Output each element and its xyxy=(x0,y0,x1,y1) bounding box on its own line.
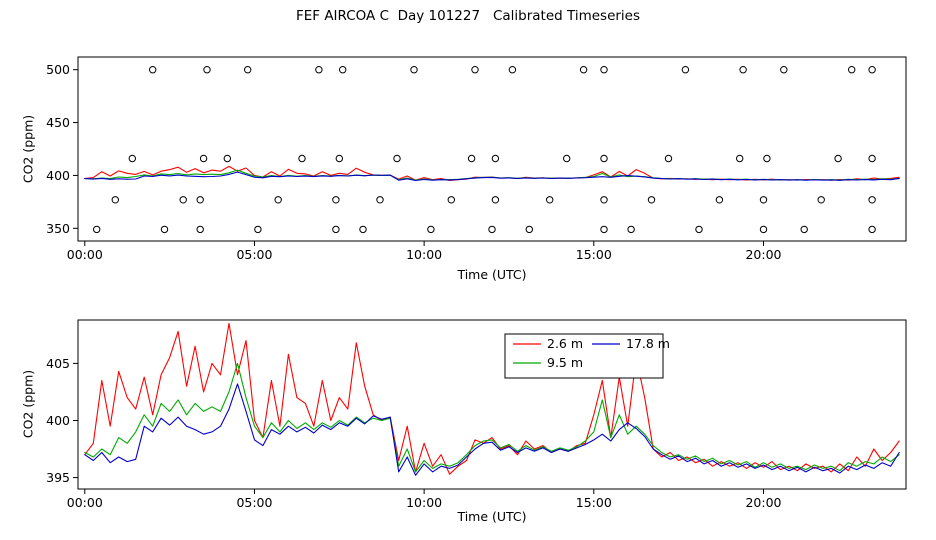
calibration-point xyxy=(868,196,876,204)
calibration-point xyxy=(128,154,137,163)
y-tick-label-top: 400 xyxy=(46,168,70,183)
legend-label-2-6-m: 2.6 m xyxy=(547,336,583,351)
calibration-point xyxy=(447,196,455,204)
calibration-point xyxy=(508,66,517,74)
calibration-point xyxy=(332,196,340,204)
calibration-point xyxy=(199,154,208,163)
calibration-point xyxy=(600,196,608,204)
calibration-point xyxy=(179,196,187,204)
y-tick-label-bottom: 395 xyxy=(46,470,70,485)
calibration-point xyxy=(93,225,101,234)
x-tick-label-bottom: 15:00 xyxy=(576,495,612,510)
series-line-9-5-m xyxy=(84,362,900,473)
calibration-point xyxy=(763,154,771,163)
x-tick-label-top: 15:00 xyxy=(576,247,612,262)
calibration-point xyxy=(471,66,479,74)
calibration-point xyxy=(298,154,306,163)
calibration-point xyxy=(491,196,500,204)
calibration-point xyxy=(274,196,282,204)
plot-box-bottom xyxy=(77,319,907,490)
calibration-point xyxy=(393,154,401,163)
calibration-point xyxy=(780,66,788,74)
chart-title: FEF AIRCOA C Day 101227 Calibrated Times… xyxy=(295,8,641,24)
y-tick-label-top: 500 xyxy=(46,62,70,77)
calibration-point xyxy=(736,154,744,163)
calibration-point xyxy=(203,66,211,74)
calibration-point xyxy=(600,154,608,163)
calibration-point xyxy=(254,225,262,234)
calibration-point xyxy=(339,66,347,74)
calibration-point xyxy=(546,196,554,204)
y-tick-label-top: 350 xyxy=(46,221,70,236)
x-tick-label-top: 20:00 xyxy=(745,247,781,262)
calibration-point xyxy=(488,225,496,234)
series-line-2-6-m xyxy=(84,165,900,181)
legend-box xyxy=(504,333,664,379)
x-tick-label-top: 10:00 xyxy=(406,247,442,262)
calibration-point xyxy=(332,225,340,234)
x-tick-label-top: 00:00 xyxy=(67,247,103,262)
calibration-point xyxy=(563,154,571,163)
calibration-point xyxy=(111,196,120,204)
calibration-point xyxy=(149,66,157,74)
calibration-point xyxy=(427,225,435,234)
calibration-point xyxy=(848,66,856,74)
calibration-point xyxy=(315,66,323,74)
series-line-17-8-m xyxy=(84,171,900,182)
calibration-point xyxy=(868,66,876,74)
calibration-point xyxy=(579,66,588,74)
calibration-point xyxy=(335,154,343,163)
x-tick-label-top: 05:00 xyxy=(236,247,272,262)
calibration-point xyxy=(868,225,876,234)
calibration-point xyxy=(759,225,768,234)
calibration-point xyxy=(739,66,747,74)
calibration-point xyxy=(196,196,204,204)
calibration-point xyxy=(868,154,876,163)
calibration-point xyxy=(759,196,768,204)
x-tick-label-bottom: 05:00 xyxy=(236,495,272,510)
calibration-point xyxy=(244,66,252,74)
calibration-point xyxy=(410,66,418,74)
calibration-point xyxy=(525,225,533,234)
legend-label-17-8-m: 17.8 m xyxy=(626,336,670,351)
y-tick-label-bottom: 400 xyxy=(46,413,70,428)
x-tick-label-bottom: 00:00 xyxy=(67,495,103,510)
calibration-point xyxy=(681,66,690,74)
y-tick-label-bottom: 405 xyxy=(46,356,70,371)
calibration-point xyxy=(664,154,673,163)
y-tick-label-top: 450 xyxy=(46,115,70,130)
calibration-point xyxy=(647,196,656,204)
calibration-point xyxy=(834,154,842,163)
calibration-point xyxy=(800,225,808,234)
x-tick-label-bottom: 20:00 xyxy=(745,495,781,510)
calibration-point xyxy=(715,196,724,204)
calibration-point xyxy=(223,154,232,163)
calibration-point xyxy=(600,66,608,74)
x-axis-label-top: Time (UTC) xyxy=(457,267,527,282)
calibration-point xyxy=(359,225,367,234)
calibration-point xyxy=(160,225,169,234)
calibration-point xyxy=(817,196,825,204)
calibration-point xyxy=(196,225,204,234)
calibration-point xyxy=(467,154,476,163)
calibration-point xyxy=(600,225,608,234)
calibration-point xyxy=(491,154,500,163)
x-axis-label-bottom: Time (UTC) xyxy=(457,509,527,524)
legend-label-9-5-m: 9.5 m xyxy=(547,355,583,370)
x-tick-label-bottom: 10:00 xyxy=(406,495,442,510)
calibration-point xyxy=(627,225,635,234)
plot-box-top xyxy=(77,56,907,242)
series-line-2-6-m xyxy=(84,322,900,475)
calibration-point xyxy=(695,225,703,234)
calibration-point xyxy=(376,196,384,204)
series-line-17-8-m xyxy=(84,383,900,476)
